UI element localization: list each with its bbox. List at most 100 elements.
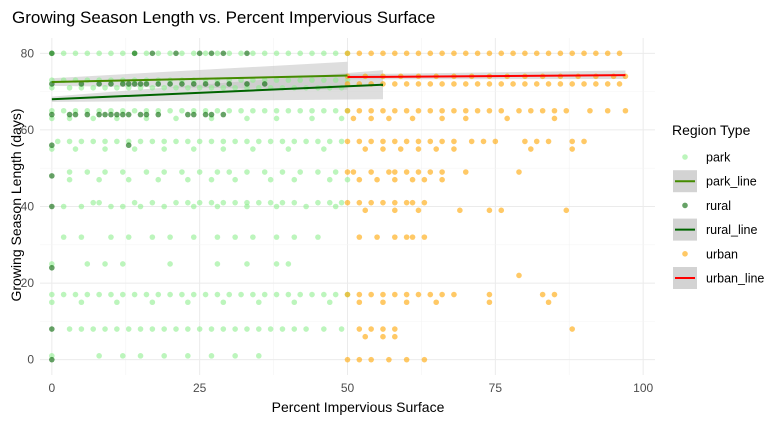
urban-point: [392, 169, 398, 175]
urban-point: [539, 291, 546, 298]
urban-point: [569, 138, 576, 145]
urban-point: [462, 50, 469, 57]
park-point: [66, 169, 73, 175]
park-point: [149, 326, 156, 332]
urban-point: [439, 50, 445, 57]
park-point: [149, 199, 156, 206]
urban-point: [356, 291, 363, 298]
park-point: [255, 353, 262, 359]
park-point: [96, 199, 102, 206]
urban-point: [368, 115, 374, 122]
park-point: [125, 84, 132, 91]
trend-lines: [51, 74, 626, 101]
park-point: [173, 138, 179, 145]
urban-point: [392, 107, 398, 114]
park-point: [143, 291, 150, 298]
park-point: [273, 115, 280, 122]
park-point: [161, 169, 167, 175]
park-point: [244, 169, 250, 175]
park-point: [244, 138, 250, 145]
park-point: [102, 146, 108, 152]
park-point: [309, 115, 315, 122]
urban-point: [397, 146, 404, 152]
urban-point: [356, 50, 363, 57]
urban-point: [362, 333, 369, 340]
urban-point: [386, 115, 392, 122]
urban-point: [403, 199, 410, 206]
park-point: [220, 299, 227, 306]
park-point: [214, 234, 221, 240]
legend-label: urban_line: [706, 272, 764, 286]
urban-point: [392, 207, 398, 214]
park-point: [232, 353, 238, 359]
park-point: [273, 107, 280, 114]
park-point: [90, 199, 97, 206]
urban-point: [344, 50, 351, 57]
park-point: [49, 299, 55, 306]
park-point: [60, 50, 67, 57]
park-point: [173, 115, 179, 122]
park-point: [279, 169, 286, 175]
park-point: [155, 107, 162, 114]
park-point: [96, 107, 102, 114]
park-point: [60, 203, 67, 210]
urban-point: [368, 107, 374, 114]
park-point: [238, 291, 244, 298]
urban-point: [344, 356, 351, 363]
rural-point: [108, 111, 114, 118]
park-point: [137, 203, 144, 210]
park-point: [66, 326, 73, 332]
park-point: [102, 138, 108, 145]
park-point: [261, 77, 268, 83]
park-point: [131, 107, 138, 114]
park-point: [297, 169, 303, 175]
park-point: [232, 199, 238, 206]
urban-point: [403, 138, 410, 145]
park-point: [250, 50, 256, 57]
urban-point: [386, 356, 392, 363]
urban-point: [409, 176, 416, 183]
urban-point: [380, 50, 386, 57]
rural-point: [137, 81, 144, 87]
park-point: [250, 291, 256, 298]
park-point: [49, 146, 55, 152]
park-point: [119, 261, 126, 267]
park-point: [244, 115, 250, 122]
urban-point: [581, 50, 587, 57]
park-point: [208, 176, 215, 183]
urban-point: [622, 107, 629, 114]
park-point: [66, 115, 73, 122]
park-point: [214, 169, 221, 175]
park-point: [208, 138, 215, 145]
urban-point: [545, 81, 552, 87]
park-point: [60, 234, 67, 240]
urban-point: [403, 291, 410, 298]
park-point: [90, 84, 97, 91]
park-point: [185, 138, 191, 145]
park-point: [167, 234, 173, 240]
urban-point: [433, 299, 440, 306]
urban-point: [516, 107, 522, 114]
park-point: [190, 50, 197, 57]
urban-point: [522, 81, 528, 87]
urban-point: [439, 81, 445, 87]
park-point: [179, 107, 185, 114]
urban-point: [516, 169, 522, 175]
park-point: [321, 326, 327, 332]
park-point: [84, 169, 91, 175]
urban-point: [362, 146, 369, 152]
urban-point: [356, 326, 363, 332]
park-point: [226, 107, 233, 114]
urban-point: [392, 176, 398, 183]
urban-point: [403, 169, 410, 175]
urban-point: [392, 333, 398, 340]
park-point: [273, 261, 280, 267]
urban-point: [474, 81, 481, 87]
urban-point: [451, 138, 457, 145]
urban-point: [557, 50, 564, 57]
park-point: [196, 199, 203, 206]
urban-point: [403, 107, 410, 114]
park-point: [338, 199, 345, 206]
park-point: [309, 50, 315, 57]
park-point: [119, 291, 126, 298]
